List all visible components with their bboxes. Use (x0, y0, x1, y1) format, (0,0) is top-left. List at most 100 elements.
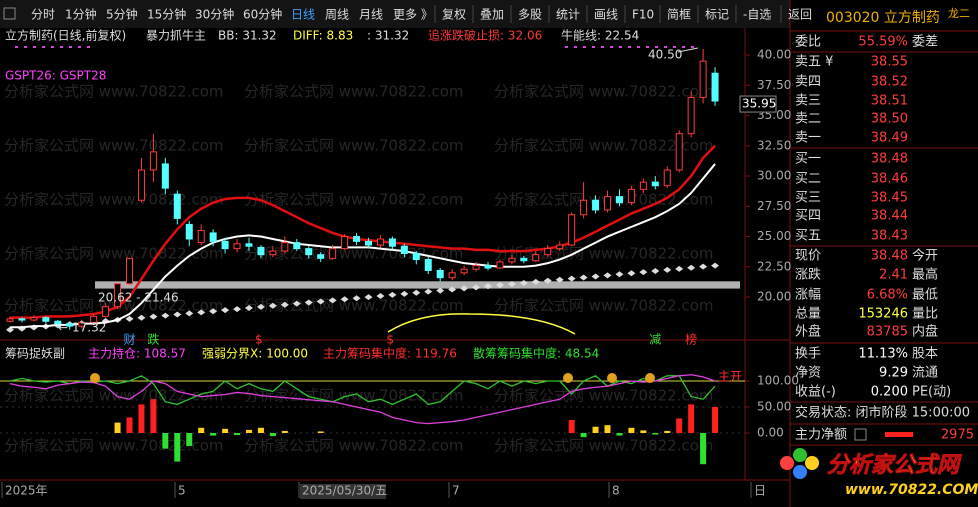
candle-body (711, 72, 719, 102)
support-diamond (376, 293, 385, 300)
bar (604, 425, 611, 433)
stock-title: 003020 立方制药 (826, 10, 940, 26)
period-tab[interactable]: 15分钟 (147, 7, 186, 22)
tool-button[interactable]: 画线 (594, 8, 618, 22)
period-tab[interactable]: 分时 (31, 8, 55, 22)
candle-body (365, 240, 372, 246)
candle-body (209, 232, 217, 242)
tool-button[interactable]: -自选 (743, 8, 771, 22)
candle-body (233, 243, 241, 250)
support-diamond (555, 276, 564, 283)
quote-label: 净资 (795, 366, 821, 381)
support-diamond (412, 289, 421, 296)
candle-body (305, 248, 313, 256)
support-diamond (125, 315, 134, 322)
period-tab[interactable]: 月线 (359, 8, 383, 22)
period-tab[interactable]: 5分钟 (106, 7, 138, 22)
support-diamond (209, 308, 218, 315)
candle-body (197, 229, 205, 244)
support-diamond (280, 301, 289, 308)
quote-label: 委差 (912, 35, 938, 50)
support-diamond (460, 285, 469, 292)
quote-label: 委比 (795, 35, 821, 50)
tool-button[interactable]: 多股 (518, 8, 542, 22)
period-tab[interactable]: 1分钟 (65, 7, 97, 22)
period-tab[interactable]: 日线 (291, 8, 315, 22)
quote-value: 153246 (858, 307, 908, 322)
candle-body (568, 214, 576, 246)
support-diamond (531, 278, 540, 285)
candle-body (317, 254, 325, 259)
bar (222, 428, 229, 433)
y-tick-label: 32.50 (757, 138, 791, 152)
tool-button[interactable]: 叠加 (480, 8, 504, 22)
quote-label: 买五 (795, 229, 821, 244)
quote-label: 买三 (795, 191, 821, 206)
bar (712, 407, 719, 433)
money-bag (563, 373, 573, 383)
period-tab[interactable]: 周线 (325, 8, 349, 22)
candle-body (400, 245, 408, 254)
tool-button[interactable]: 返回 (788, 8, 812, 22)
period-tab[interactable]: 更多 》 (393, 8, 433, 22)
support-diamond (495, 282, 504, 289)
quote-label: 最高 (912, 267, 938, 283)
candle-body (221, 240, 229, 250)
signal: $ (386, 333, 394, 347)
candle-body (556, 244, 564, 250)
y-tick-label: 30.00 (757, 169, 791, 183)
indicator-line (9, 374, 716, 425)
quote-value: 38.44 (871, 209, 908, 224)
quote-value: 38.51 (871, 94, 908, 109)
bar (317, 431, 324, 433)
menu-icon[interactable] (3, 7, 16, 20)
candle-body (484, 265, 492, 269)
tool-button[interactable]: 统计 (556, 8, 580, 22)
period-tab[interactable]: 60分钟 (243, 7, 282, 22)
signal: 跌 (147, 332, 159, 347)
net-bar (885, 432, 913, 437)
period-tab[interactable]: 30分钟 (195, 7, 234, 22)
support-diamond (185, 310, 194, 317)
quote-label: 量比 (912, 307, 938, 322)
price-tag-label: 35.95 (742, 97, 776, 111)
support-diamond (173, 311, 182, 318)
bar (198, 427, 205, 433)
bar (269, 433, 276, 437)
date-highlight (300, 484, 386, 499)
bar (257, 427, 264, 433)
tool-button[interactable]: 标记 (705, 8, 729, 22)
candle-body (78, 321, 86, 327)
candle-body (663, 169, 671, 187)
logo-petal (780, 456, 794, 470)
candle-body (412, 252, 420, 261)
candle-body (353, 236, 361, 242)
candle-body (639, 181, 647, 190)
net-label: 主力净额 (795, 428, 847, 443)
date-label: 7 (452, 484, 460, 498)
support-diamond (603, 272, 612, 279)
watermark: 分析家公式网 www.70822.com (244, 387, 464, 405)
candle-body (532, 254, 540, 262)
support-diamond (328, 297, 337, 304)
signal: 减 (649, 333, 661, 347)
logo-petal (793, 448, 807, 462)
quote-value: 38.55 (871, 55, 908, 70)
ma-line (10, 144, 716, 319)
indicator-tag: 主开 (718, 370, 742, 384)
watermark: 分析家公式网 www.70822.com (4, 387, 224, 405)
low-label: 17.32 (72, 321, 106, 335)
tool-button[interactable]: 简框 (667, 8, 691, 22)
tool-button[interactable]: F10 (632, 8, 654, 22)
quote-value: 38.48 (871, 152, 908, 167)
support-diamond (245, 304, 253, 311)
bar (640, 430, 647, 433)
watermark: 分析家公式网 www.70822.com (244, 191, 464, 209)
candle-body (448, 272, 456, 279)
tool-button[interactable]: 复权 (442, 8, 466, 22)
candle-body (651, 181, 659, 187)
support-diamond (472, 284, 481, 291)
candle-body (126, 257, 133, 285)
bar (628, 427, 635, 433)
range-label: 20.62 - 21.46 (98, 291, 179, 305)
